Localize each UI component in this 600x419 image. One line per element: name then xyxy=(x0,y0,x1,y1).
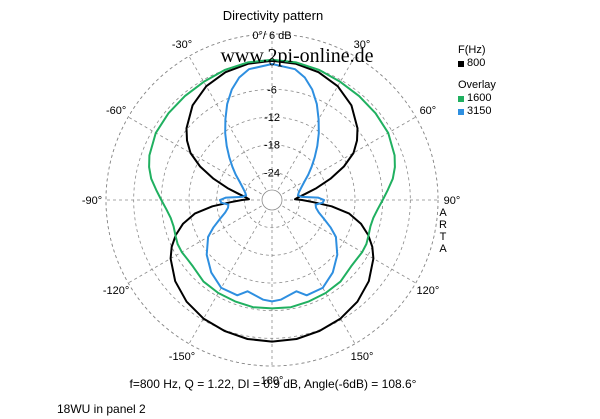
side-letter: R xyxy=(439,219,447,231)
grid-spoke xyxy=(271,199,416,284)
outer-ring xyxy=(105,33,439,367)
grid-spoke xyxy=(271,116,416,201)
summary-text: f=800 Hz, Q = 1.22, DI = 0.9 dB, Angle(-… xyxy=(129,377,417,391)
radial-label: -18 xyxy=(264,140,280,152)
legend: F(Hz) 800 Overlay 1600 3150 xyxy=(458,44,496,118)
series-line-800 xyxy=(169,59,375,343)
grid-spoke xyxy=(188,56,273,201)
legend-swatch-3150 xyxy=(458,108,464,115)
grid-spoke xyxy=(271,56,356,201)
legend-item-1600: 1600 xyxy=(458,92,496,105)
series-line-3150 xyxy=(205,63,339,303)
angle-label: -150° xyxy=(169,351,195,363)
grid-spoke xyxy=(128,116,273,201)
angle-label: 180° xyxy=(261,375,284,387)
legend-swatch-1600 xyxy=(458,95,464,102)
legend-item-800: 800 xyxy=(458,57,496,70)
grid-ring xyxy=(188,116,356,284)
grid-spoke xyxy=(128,199,273,284)
angle-label: -60° xyxy=(106,105,126,117)
radial-label: -12 xyxy=(264,112,280,124)
legend-swatch-800 xyxy=(458,60,464,67)
angle-label: 30° xyxy=(354,39,371,51)
top-label: 0°/ 6 dB xyxy=(252,30,291,42)
grid-spoke xyxy=(271,199,356,344)
angle-label: 60° xyxy=(420,105,437,117)
angle-label: -30° xyxy=(172,39,192,51)
angle-label: -120° xyxy=(103,285,129,297)
side-letter: A xyxy=(439,207,447,219)
footnote: 18WU in panel 2 xyxy=(57,402,146,416)
side-letter: T xyxy=(439,231,447,243)
angle-label: 150° xyxy=(351,351,374,363)
side-letter: A xyxy=(439,243,447,255)
side-label: A R T A xyxy=(438,207,448,255)
watermark: www.2pi-online.de xyxy=(220,45,373,67)
legend-label-1600: 1600 xyxy=(467,92,492,104)
legend-header: F(Hz) xyxy=(458,44,486,56)
series-line-1600 xyxy=(148,58,396,310)
radial-label: -6 xyxy=(267,84,277,96)
angle-label: 90° xyxy=(444,195,461,207)
radial-label: 0 xyxy=(269,57,275,69)
radial-label: -24 xyxy=(264,167,280,179)
legend-label-3150: 3150 xyxy=(467,105,492,117)
grid-spoke xyxy=(188,199,273,344)
legend-label-800: 800 xyxy=(467,57,486,69)
legend-item-3150: 3150 xyxy=(458,105,496,118)
center-hub xyxy=(261,189,283,211)
legend-overlay-header: Overlay xyxy=(458,79,496,91)
chart-title: Directivity pattern xyxy=(222,8,324,23)
angle-label: -90° xyxy=(82,195,102,207)
angle-label: 120° xyxy=(417,285,440,297)
